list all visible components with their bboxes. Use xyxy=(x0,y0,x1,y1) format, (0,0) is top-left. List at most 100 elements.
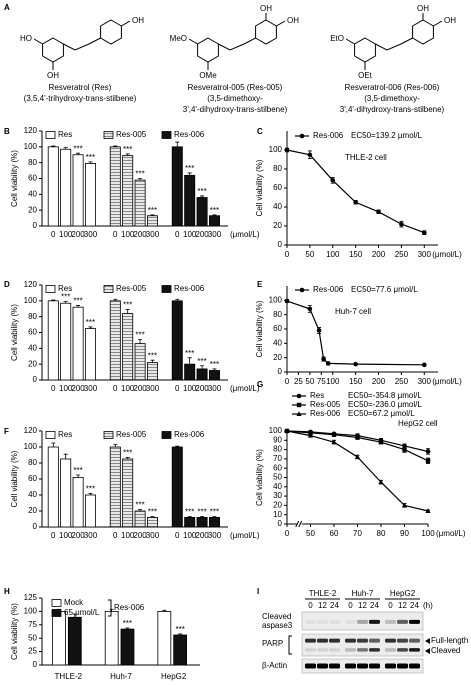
error-bar xyxy=(109,608,114,612)
atom-label: MeO xyxy=(170,34,187,43)
marker xyxy=(321,356,326,362)
y-tick-label: 80 xyxy=(28,158,37,167)
error-bar xyxy=(175,141,180,147)
x-axis-label: (μmol/L) xyxy=(230,230,260,239)
atom-label: OH xyxy=(444,16,456,25)
legend-swatch xyxy=(103,431,114,439)
bar xyxy=(208,215,220,227)
bond xyxy=(121,20,131,27)
legend-group-label: Res-006 xyxy=(114,603,145,612)
bar xyxy=(134,179,146,227)
x-tick-label: 300 xyxy=(84,531,98,540)
bar xyxy=(196,517,208,528)
bar xyxy=(72,306,84,381)
y-tick-label: 0 xyxy=(278,519,283,528)
significance: *** xyxy=(123,145,132,154)
error-bar xyxy=(150,359,155,363)
band xyxy=(409,648,420,652)
x-tick-label: 0 xyxy=(175,384,180,393)
axis xyxy=(286,131,438,246)
ring xyxy=(100,19,122,45)
y-tick-label: 70 xyxy=(273,454,282,463)
band xyxy=(385,663,396,669)
x-tick-label: 0 xyxy=(51,230,56,239)
x-tick-label: 300 xyxy=(418,377,432,386)
y-tick-label: 40 xyxy=(28,343,37,352)
x-tick-label: 100 xyxy=(59,531,73,540)
bond xyxy=(433,20,443,27)
y-tick-label: 20 xyxy=(28,506,37,515)
band xyxy=(369,663,380,669)
marker xyxy=(325,361,331,366)
y-tick-label: 50 xyxy=(273,473,282,482)
time-label: 24 xyxy=(330,601,339,610)
error-bar xyxy=(212,368,217,371)
marker xyxy=(284,298,290,304)
legend-swatch xyxy=(161,431,172,439)
bar xyxy=(173,634,188,666)
x-tick-label: 75 xyxy=(317,377,326,386)
atom-label: OH xyxy=(417,4,429,13)
legend-swatch xyxy=(103,285,114,293)
significance: *** xyxy=(210,508,219,517)
marker xyxy=(284,147,290,153)
y-tick-label: 20 xyxy=(273,353,282,362)
band xyxy=(369,638,380,643)
bar xyxy=(67,616,82,666)
x-tick-label: 0 xyxy=(113,384,118,393)
compound-name: Resveratrol-005 (Res-005) xyxy=(188,83,283,92)
y-tick-label: 100 xyxy=(24,442,38,451)
marker xyxy=(425,458,431,463)
bar xyxy=(120,628,135,666)
x-tick-label: 150 xyxy=(349,250,363,259)
band xyxy=(409,619,420,624)
x-tick-label: 250 xyxy=(395,250,409,259)
bar xyxy=(196,197,208,227)
x-axis-label: (μmol/L) xyxy=(436,529,466,538)
y-tick-label: 0 xyxy=(33,375,38,384)
y-tick-label: 20 xyxy=(273,501,282,510)
error-bar xyxy=(187,516,192,518)
time-label: 0 xyxy=(308,601,313,610)
significance: *** xyxy=(73,297,82,306)
time-label: 12 xyxy=(398,601,407,610)
y-tick-label: 80 xyxy=(273,310,282,319)
bar xyxy=(85,328,96,381)
y-tick-label: 60 xyxy=(273,463,282,472)
atom-label: OH xyxy=(132,16,144,25)
bar xyxy=(208,370,220,381)
band xyxy=(385,648,396,652)
marker xyxy=(307,432,314,438)
legend-label: Res-005 xyxy=(116,430,147,439)
significance: *** xyxy=(135,170,144,179)
atom-label: OH xyxy=(47,71,59,80)
series-line xyxy=(286,149,425,234)
y-tick-label: 120 xyxy=(24,280,38,289)
row-bracket xyxy=(288,635,292,655)
x-tick-label: 0 xyxy=(51,531,56,540)
y-tick-label: 125 xyxy=(24,593,38,602)
band xyxy=(305,638,316,643)
marker xyxy=(284,428,290,433)
cell-label: HepG2 cell xyxy=(398,419,438,428)
legend-label: Res xyxy=(310,391,324,400)
band xyxy=(345,638,356,643)
x-axis-label: (μmol/L) xyxy=(230,531,260,540)
band-label: Cleaved xyxy=(431,646,460,655)
legend-label: Res-005 xyxy=(310,400,341,409)
marker xyxy=(402,447,407,452)
y-tick-label: 0 xyxy=(278,240,283,249)
panel-letter: G xyxy=(257,380,263,389)
bar xyxy=(171,146,183,227)
x-tick-label: 200 xyxy=(71,384,85,393)
y-tick-label: 80 xyxy=(273,445,282,454)
x-tick-label: 100 xyxy=(183,531,197,540)
compound-name: 3',4'-dihydroxy-trans-stilbene) xyxy=(183,105,288,114)
x-tick-label: 100 xyxy=(121,384,135,393)
band xyxy=(369,619,380,624)
y-tick-label: 30 xyxy=(273,491,282,500)
legend-swatch xyxy=(103,131,114,139)
x-tick-label: 300 xyxy=(146,531,160,540)
legend-label: Res-006 xyxy=(174,284,205,293)
bar xyxy=(122,313,134,381)
